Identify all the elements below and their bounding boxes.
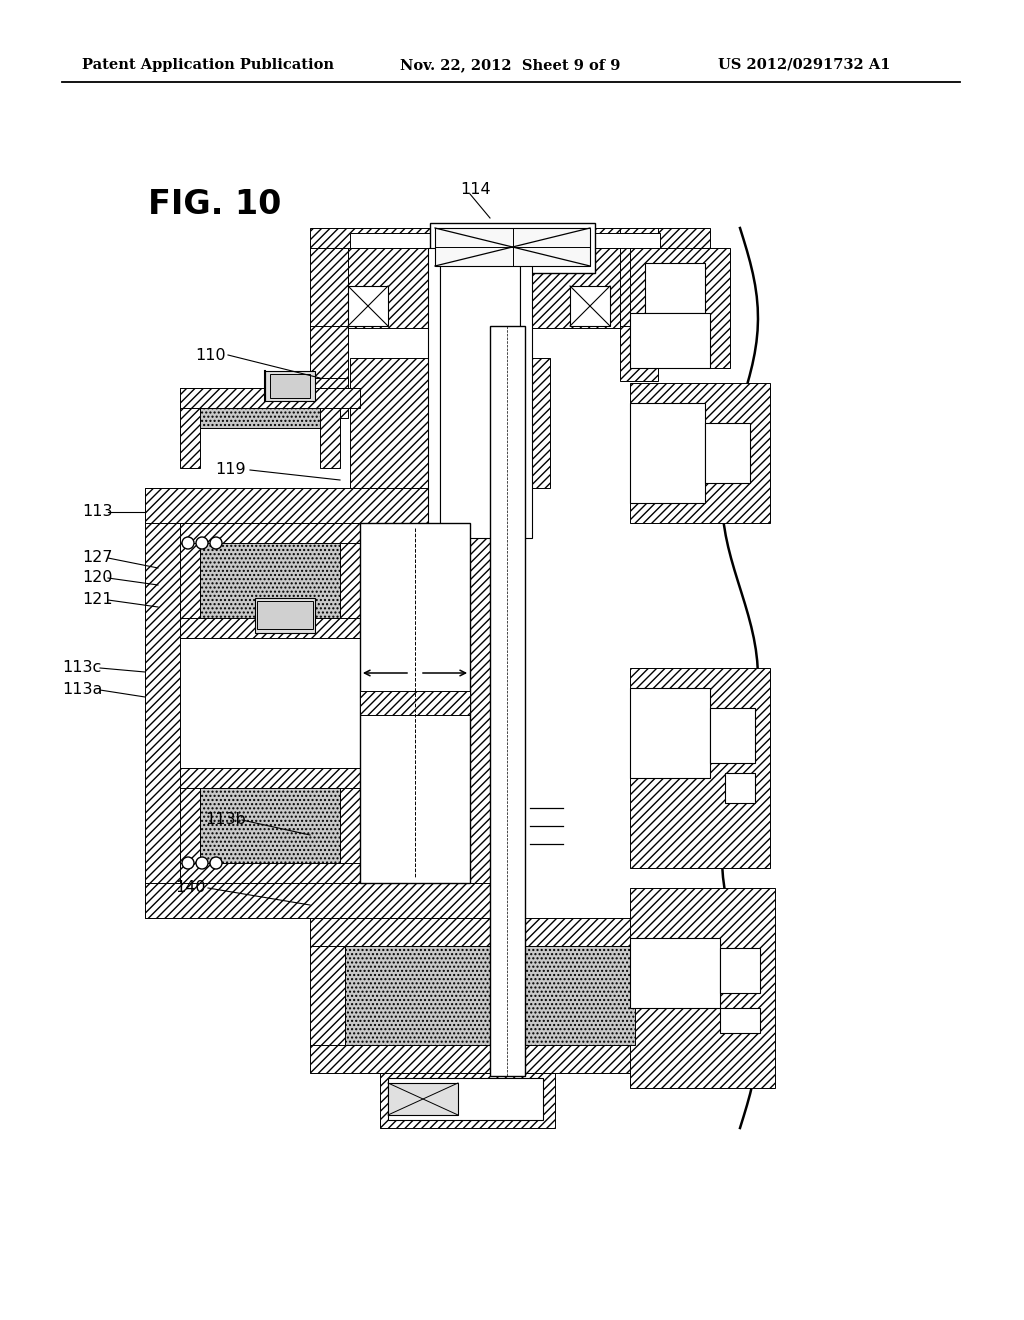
Bar [200, 788, 340, 863]
Bar [180, 523, 200, 638]
Bar [630, 403, 705, 503]
Circle shape [196, 537, 208, 549]
Circle shape [182, 537, 194, 549]
Bar [530, 248, 620, 327]
Bar [388, 1078, 543, 1119]
Bar [180, 863, 360, 883]
Bar [388, 1082, 458, 1115]
Bar [270, 374, 310, 399]
Bar [145, 488, 505, 523]
Text: US 2012/0291732 A1: US 2012/0291732 A1 [718, 58, 891, 73]
Bar [180, 768, 200, 883]
Circle shape [182, 857, 194, 869]
Circle shape [210, 857, 222, 869]
Bar [630, 888, 775, 1088]
Bar [490, 326, 525, 1076]
Bar [630, 383, 770, 523]
Text: FIG. 10: FIG. 10 [148, 189, 282, 222]
Bar [180, 618, 360, 638]
Bar [705, 422, 750, 483]
Polygon shape [722, 228, 1024, 1129]
Bar [635, 946, 670, 1045]
Text: 127: 127 [82, 550, 113, 565]
Text: 113a: 113a [62, 682, 102, 697]
Bar [520, 248, 532, 539]
Bar [570, 286, 610, 326]
Bar [319, 388, 340, 469]
Bar [630, 939, 720, 1008]
Bar [380, 1073, 555, 1129]
Bar [340, 768, 360, 883]
Circle shape [196, 857, 208, 869]
Bar [470, 488, 505, 917]
Bar [720, 1008, 760, 1034]
Bar [725, 774, 755, 803]
Bar [180, 523, 360, 543]
Bar [255, 598, 315, 634]
Text: 113c: 113c [62, 660, 101, 676]
Text: 121: 121 [82, 593, 113, 607]
Text: 114: 114 [460, 182, 490, 198]
Text: 140: 140 [175, 880, 206, 895]
Bar [340, 523, 360, 638]
Bar [350, 358, 550, 488]
Bar [430, 223, 595, 273]
Bar [310, 1045, 670, 1073]
Text: Patent Application Publication: Patent Application Publication [82, 58, 334, 73]
Text: 119: 119 [215, 462, 246, 478]
Bar [345, 946, 635, 1045]
Text: 113b: 113b [205, 813, 246, 828]
Bar [145, 883, 505, 917]
Text: 120: 120 [82, 570, 113, 586]
Bar [310, 917, 670, 946]
Bar [440, 248, 520, 539]
Bar [257, 601, 313, 630]
Bar [645, 263, 705, 313]
Bar [630, 668, 770, 869]
Bar [310, 228, 710, 248]
Bar [310, 326, 348, 381]
Bar [428, 248, 440, 539]
Bar [545, 234, 660, 248]
Bar [348, 248, 428, 327]
Bar [180, 768, 360, 788]
Bar [180, 388, 360, 408]
Text: 113: 113 [82, 504, 113, 520]
Bar [360, 690, 470, 715]
Bar [310, 248, 348, 327]
Bar [710, 708, 755, 763]
Bar [310, 378, 348, 418]
Bar [265, 371, 315, 401]
Bar [348, 286, 388, 326]
Bar [630, 248, 730, 368]
Bar [180, 388, 200, 469]
Bar [350, 234, 465, 248]
Text: 110: 110 [195, 347, 225, 363]
Text: Nov. 22, 2012  Sheet 9 of 9: Nov. 22, 2012 Sheet 9 of 9 [400, 58, 621, 73]
Bar [630, 688, 710, 777]
Bar [200, 388, 340, 428]
Bar [360, 523, 470, 883]
Bar [620, 326, 658, 381]
Bar [145, 488, 180, 917]
Bar [630, 313, 710, 368]
Bar [720, 948, 760, 993]
Bar [435, 228, 590, 267]
Bar [310, 946, 345, 1045]
Circle shape [210, 537, 222, 549]
Bar [620, 228, 658, 348]
Bar [200, 543, 340, 618]
